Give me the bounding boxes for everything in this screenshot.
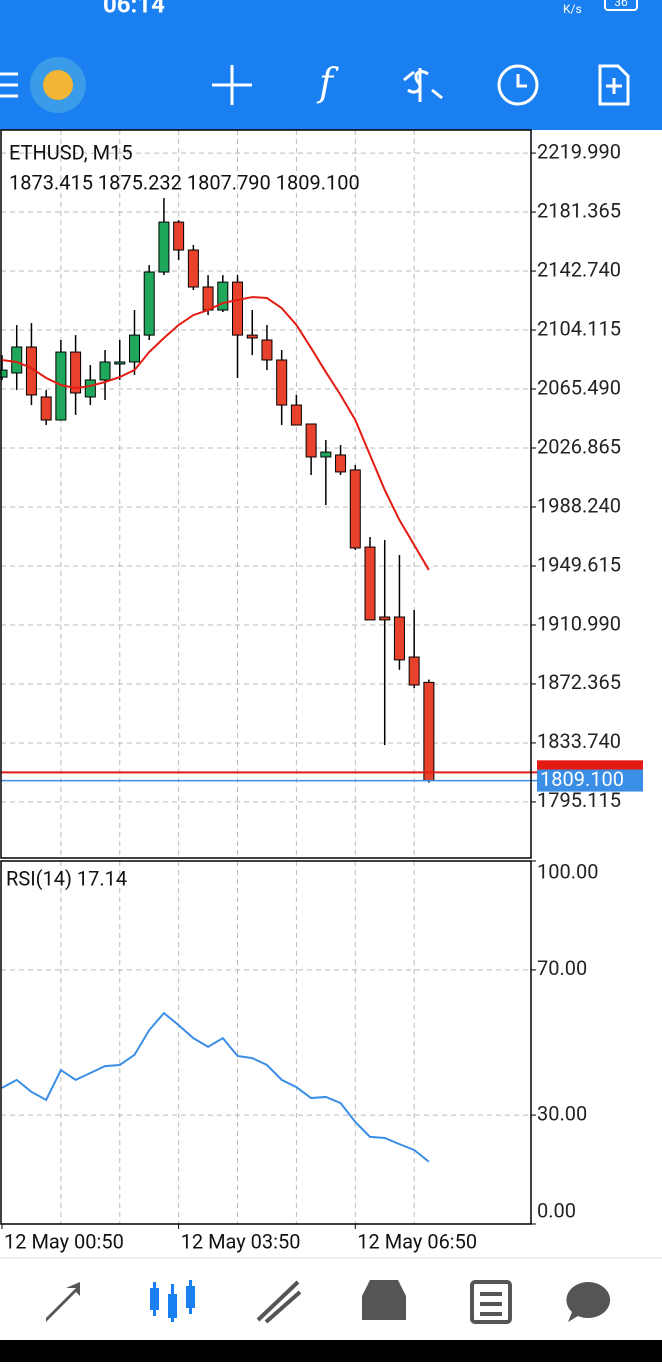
- y-tick-label: 2026.865: [537, 434, 621, 458]
- y-tick-label: 100.00: [537, 859, 598, 883]
- candle-body: [349, 469, 361, 549]
- candle-body: [276, 359, 288, 406]
- candle-body: [40, 396, 52, 421]
- candle-body: [290, 404, 302, 426]
- y-tick-label: 1988.240: [537, 493, 621, 517]
- indicator-title: RSI(14) 17.14: [6, 866, 127, 890]
- y-tick-label: 30.00: [537, 1101, 587, 1125]
- bid-label: 1809.100: [540, 767, 624, 791]
- new-order-icon[interactable]: [598, 64, 630, 106]
- ask-box: [537, 760, 643, 771]
- candle-body: [202, 286, 214, 311]
- clock-icon[interactable]: [497, 64, 539, 106]
- logo-inner: [43, 70, 73, 100]
- chart-title: ETHUSD, M15: [9, 140, 133, 164]
- y-tick-label: 1833.740: [537, 729, 621, 753]
- nav-news[interactable]: [470, 1280, 512, 1324]
- candle-body: [187, 249, 199, 288]
- charts: 2219.990 2181.365 2142.740 2104.115 2065.490…: [0, 129, 643, 1253]
- candle-body: [232, 281, 244, 336]
- nav-chat[interactable]: [566, 1281, 611, 1322]
- candle-body: [173, 221, 185, 251]
- candle-body: [408, 656, 420, 686]
- candle-body: [261, 339, 273, 361]
- status-battery: 36: [614, 0, 628, 9]
- bid-box: [537, 769, 643, 792]
- candle-body: [320, 451, 332, 458]
- y-tick-label: 2181.365: [537, 198, 621, 222]
- candle-body: [305, 423, 317, 458]
- y-tick-label: 2142.740: [537, 257, 621, 281]
- y-tick-label: 1949.615: [537, 552, 621, 576]
- candle-body: [364, 546, 376, 621]
- candle-body: [158, 221, 170, 273]
- candle-body: [70, 351, 82, 394]
- candle-body: [11, 346, 23, 374]
- candle-body: [246, 334, 258, 339]
- rsi-line: [1, 1011, 430, 1163]
- status-time: 06:14: [103, 0, 165, 18]
- nav-chart[interactable]: [150, 1280, 195, 1322]
- candle-body: [143, 271, 155, 336]
- candle-body: [335, 454, 347, 473]
- system-nav: [0, 1340, 662, 1362]
- candle-body: [423, 681, 435, 782]
- y-tick-label: 1872.365: [537, 670, 621, 694]
- y-tick-label: 1795.115: [537, 788, 621, 812]
- candle-body: [84, 379, 96, 398]
- candle-body: [128, 334, 140, 363]
- x-tick-label: 12 May 00:50: [4, 1229, 124, 1253]
- panel-border: [0, 129, 532, 859]
- moving-average: [1, 296, 430, 571]
- nav-quotes[interactable]: [46, 1282, 80, 1322]
- y-tick-label: 2104.115: [537, 316, 621, 340]
- crosshair-icon[interactable]: [212, 65, 252, 105]
- battery-icon: [604, 0, 638, 11]
- candle-body: [393, 616, 405, 661]
- candle-body: [0, 369, 8, 378]
- nav-history[interactable]: [362, 1280, 406, 1320]
- menu-icon[interactable]: [0, 72, 18, 98]
- ohlc-label: 1873.415 1875.232 1807.790 1809.100: [9, 170, 360, 194]
- y-tick-label: 2065.490: [537, 375, 621, 399]
- candle-body: [99, 361, 111, 381]
- candle-body: [114, 361, 126, 365]
- x-tick-label: 12 May 06:50: [357, 1229, 477, 1253]
- app-bar: [0, 0, 662, 130]
- y-tick-label: 2219.990: [537, 139, 621, 163]
- status-speed: K/s: [563, 2, 582, 16]
- y-tick-label: 1910.990: [537, 611, 621, 635]
- y-tick-label: 0.00: [537, 1198, 576, 1222]
- trade-icon[interactable]: [403, 68, 443, 102]
- bottom-nav: [0, 1258, 662, 1340]
- candle-body: [217, 281, 229, 311]
- y-tick-label: 70.00: [537, 956, 587, 980]
- x-tick-label: 12 May 03:50: [181, 1229, 301, 1253]
- candle-body: [379, 616, 391, 621]
- nav-trade[interactable]: [256, 1280, 302, 1324]
- panel-border: [0, 860, 532, 1225]
